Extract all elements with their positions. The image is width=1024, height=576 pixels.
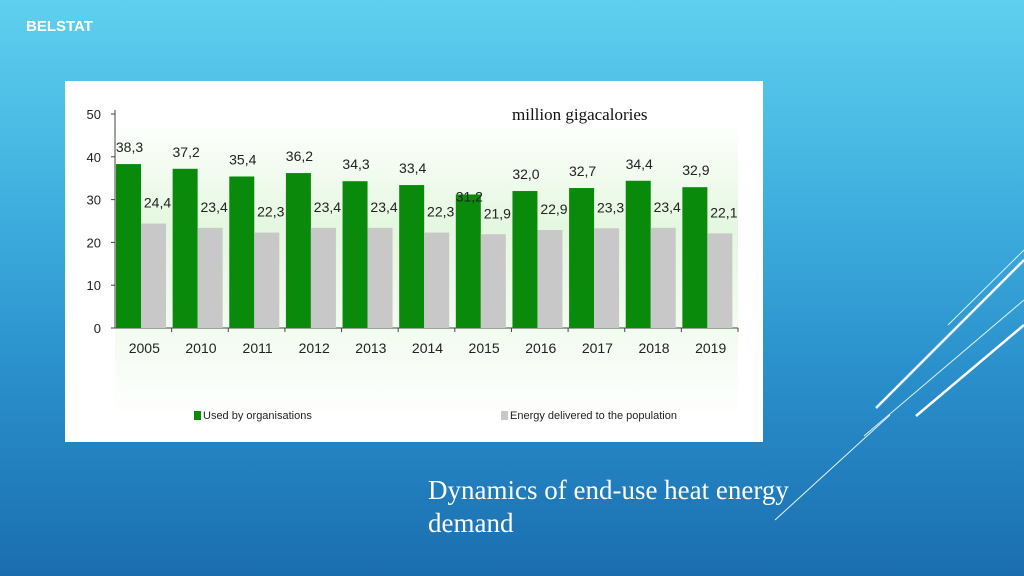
y-tick-label: 50 [87, 107, 101, 122]
y-tick-label: 0 [94, 321, 101, 336]
slide-caption: Dynamics of end-use heat energy demand [428, 475, 789, 538]
bar-organisations [569, 188, 595, 328]
data-label-population: 23,4 [370, 199, 397, 215]
data-label-organisations: 34,3 [342, 156, 369, 172]
data-label-population: 23,4 [314, 199, 341, 215]
x-tick-label: 2016 [525, 340, 556, 356]
bar-population [197, 227, 223, 328]
legend-item-organisations: Used by organisations [194, 410, 312, 422]
data-label-organisations: 36,2 [286, 148, 313, 164]
data-label-population: 22,3 [427, 204, 454, 220]
bar-organisations [342, 181, 368, 328]
data-label-organisations: 33,4 [399, 160, 426, 176]
bar-population [480, 234, 506, 328]
legend-label-organisations: Used by organisations [203, 410, 312, 422]
bar-population [707, 233, 733, 328]
bar-organisations [625, 180, 651, 328]
y-tick-label: 40 [87, 150, 101, 165]
chart-panel: 0 10 20 30 40 50 2005 38,3 24,4 2010 37,2 23,4 2011 3… [65, 81, 763, 442]
data-label-organisations: 32,0 [512, 166, 539, 182]
x-tick-label: 2013 [355, 340, 386, 356]
data-label-organisations: 38,3 [116, 139, 143, 155]
legend-item-population: Energy delivered to the population [501, 410, 677, 422]
bar-organisations [455, 194, 481, 328]
legend-label-population: Energy delivered to the population [510, 410, 677, 422]
x-tick-label: 2015 [469, 340, 500, 356]
bar-organisations [682, 187, 708, 328]
bar-organisations [285, 173, 311, 328]
data-label-population: 22,3 [257, 204, 284, 220]
bar-population [367, 227, 393, 328]
bar-organisations [172, 168, 198, 328]
data-label-population: 22,9 [540, 201, 567, 217]
bar-population [254, 232, 280, 328]
data-label-population: 21,9 [484, 205, 511, 221]
data-label-population: 24,4 [144, 195, 171, 211]
bar-chart: 0 10 20 30 40 50 2005 38,3 24,4 2010 37,2 23,4 2011 3… [87, 107, 739, 421]
bar-population [594, 228, 620, 328]
data-label-organisations: 37,2 [173, 144, 200, 160]
legend-swatch-population [501, 411, 508, 420]
x-tick-label: 2017 [582, 340, 613, 356]
bar-population [424, 232, 450, 328]
data-label-population: 23,4 [654, 199, 681, 215]
data-label-organisations: 32,9 [682, 162, 709, 178]
data-label-organisations: 35,4 [229, 151, 256, 167]
data-label-organisations: 32,7 [569, 163, 596, 179]
bar-organisations [116, 164, 141, 328]
y-tick-label: 10 [87, 278, 101, 293]
data-label-population: 23,3 [597, 199, 624, 215]
x-tick-label: 2010 [185, 340, 216, 356]
data-label-population: 22,1 [710, 204, 737, 220]
x-tick-label: 2014 [412, 340, 443, 356]
y-tick-label: 30 [87, 193, 101, 208]
y-tick-label: 20 [87, 235, 101, 250]
x-tick-label: 2019 [695, 340, 726, 356]
brand-logo-text: BELSTAT [26, 18, 93, 35]
x-tick-label: 2005 [129, 340, 160, 356]
x-tick-label: 2012 [299, 340, 330, 356]
bar-population [537, 229, 563, 328]
bar-population [310, 227, 336, 328]
bar-population [141, 223, 166, 328]
bar-organisations [399, 185, 425, 328]
legend-swatch-organisations [194, 411, 201, 420]
data-label-organisations: 34,4 [626, 156, 653, 172]
unit-label: million gigacalories [512, 105, 648, 124]
x-tick-label: 2018 [638, 340, 669, 356]
x-tick-label: 2011 [243, 340, 273, 356]
data-label-organisations: 31,2 [456, 188, 483, 204]
bar-organisations [512, 191, 538, 328]
bar-organisations [229, 176, 255, 328]
data-label-population: 23,4 [201, 199, 228, 215]
bar-population [650, 227, 676, 328]
